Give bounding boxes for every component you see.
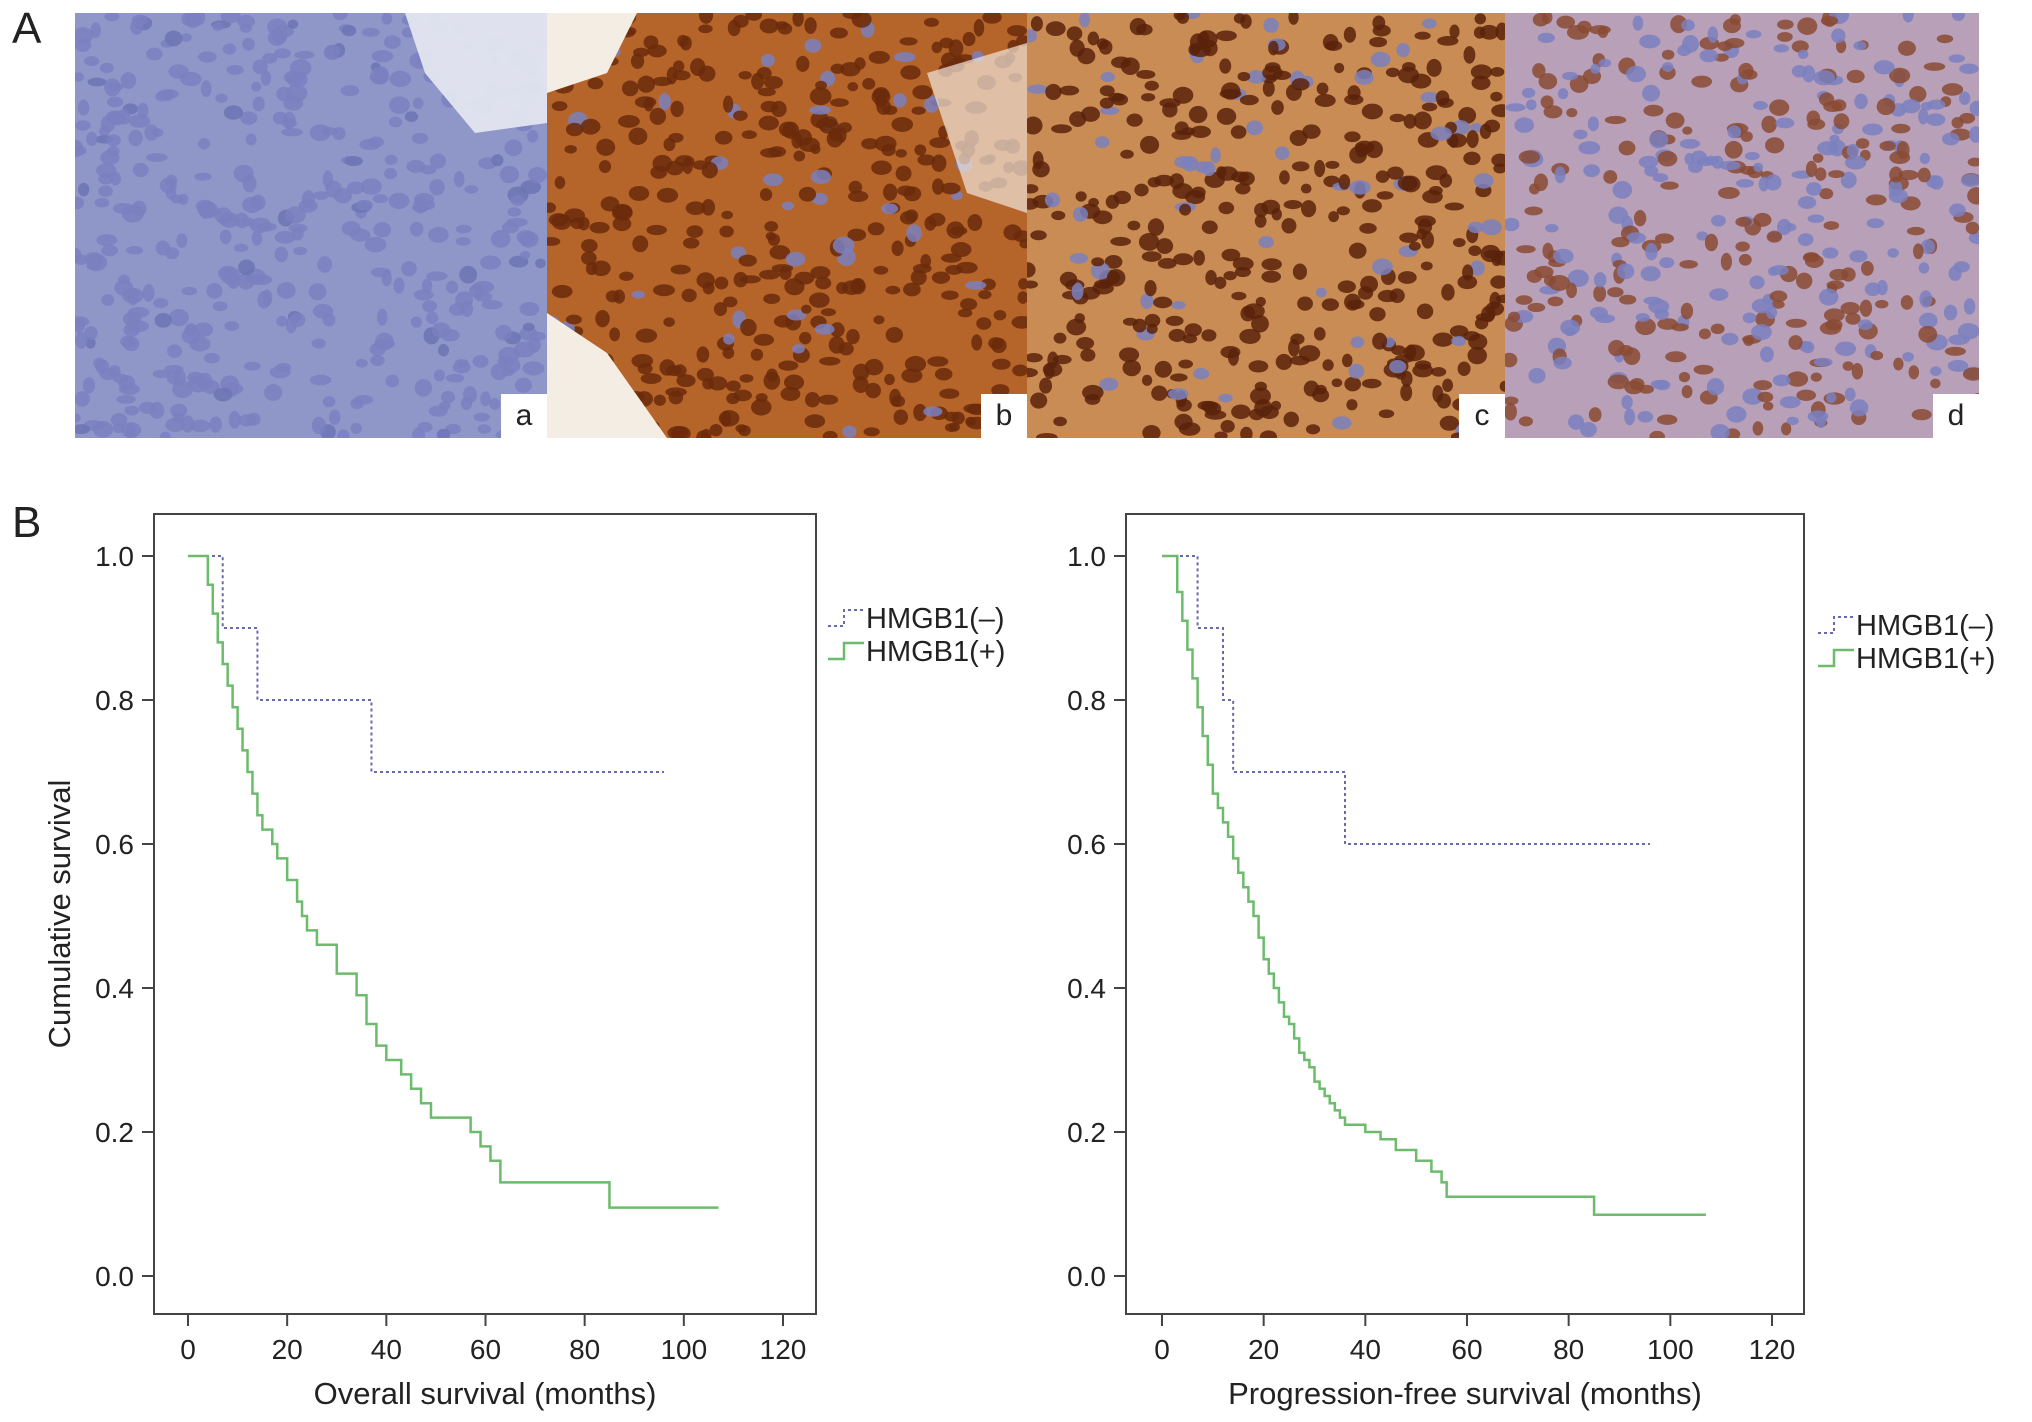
y-tick-label: 1.0 <box>95 541 134 572</box>
x-tick-label: 20 <box>272 1334 303 1365</box>
y-tick-label: 0.0 <box>1067 1261 1106 1292</box>
x-tick-label: 80 <box>1553 1334 1584 1365</box>
x-tick-label: 120 <box>1749 1334 1796 1365</box>
legend-label-neg: HMGB1(–) <box>866 603 1005 635</box>
survival-curve-hmgb1-pos <box>188 554 719 1209</box>
x-axis-label: Progression-free survival (months) <box>1228 1376 1702 1411</box>
x-tick-label: 60 <box>1451 1334 1482 1365</box>
y-tick-label: 0.6 <box>1067 829 1106 860</box>
legend-label-pos: HMGB1(+) <box>1856 643 1995 675</box>
x-tick-label: 0 <box>1154 1334 1170 1365</box>
micrograph-c: c <box>1027 13 1505 438</box>
micrograph-image <box>75 13 547 438</box>
y-tick-label: 0.2 <box>95 1117 134 1148</box>
y-tick-label: 0.4 <box>1067 973 1106 1004</box>
y-tick-label: 0.0 <box>95 1261 134 1292</box>
y-axis-label: Cumulative survival <box>42 780 77 1049</box>
x-tick-label: 40 <box>371 1334 402 1365</box>
survival-curve-hmgb1-pos <box>1162 554 1706 1217</box>
y-tick-label: 0.6 <box>95 829 134 860</box>
survival-curve-hmgb1-neg <box>188 555 664 773</box>
panel-label-b: B <box>12 498 42 547</box>
legend-label-neg: HMGB1(–) <box>1856 610 1995 642</box>
micrograph-image <box>1505 13 1979 438</box>
x-tick-label: 100 <box>1647 1334 1694 1365</box>
micrograph-tag: b <box>981 394 1027 438</box>
micrograph-image <box>1027 13 1505 438</box>
x-tick-label: 60 <box>470 1334 501 1365</box>
survival-curve-hmgb1-neg <box>1162 555 1650 845</box>
micrograph-tag: c <box>1459 394 1505 438</box>
micrograph-a: a <box>75 13 547 438</box>
y-tick-label: 0.4 <box>95 973 134 1004</box>
x-tick-label: 40 <box>1350 1334 1381 1365</box>
panel-label-a: A <box>12 4 42 53</box>
plot-frame <box>1125 513 1805 1315</box>
y-tick-label: 0.8 <box>1067 685 1106 716</box>
micrograph-tag: a <box>501 394 547 438</box>
legend-symbol-neg <box>1818 616 1854 634</box>
legend-symbol-pos <box>828 641 864 661</box>
x-tick-label: 80 <box>569 1334 600 1365</box>
legend-symbol-neg <box>828 609 864 627</box>
chart-progression-free-survival: 0.0 0.2 0.4 0.6 0.8 1.0 0 20 40 60 80 100 120 Progres… <box>1000 500 2032 1417</box>
y-tick-label: 0.8 <box>95 685 134 716</box>
micrograph-image <box>547 13 1027 438</box>
x-axis-label: Overall survival (months) <box>314 1376 657 1411</box>
y-tick-label: 1.0 <box>1067 541 1106 572</box>
micrograph-d: d <box>1505 13 1979 438</box>
x-tick-label: 0 <box>180 1334 196 1365</box>
micrograph-tag: d <box>1933 394 1979 438</box>
x-tick-label: 20 <box>1248 1334 1279 1365</box>
legend-symbol-pos <box>1818 648 1854 668</box>
y-tick-label: 0.2 <box>1067 1117 1106 1148</box>
x-tick-label: 100 <box>660 1334 707 1365</box>
legend-label-pos: HMGB1(+) <box>866 636 1005 668</box>
x-tick-label: 120 <box>760 1334 807 1365</box>
plot-frame <box>153 513 817 1315</box>
chart-overall-survival: 0.0 0.2 0.4 0.6 0.8 1.0 0 20 40 60 80 100 120 Overall… <box>0 500 1040 1417</box>
micrograph-b: b <box>547 13 1027 438</box>
